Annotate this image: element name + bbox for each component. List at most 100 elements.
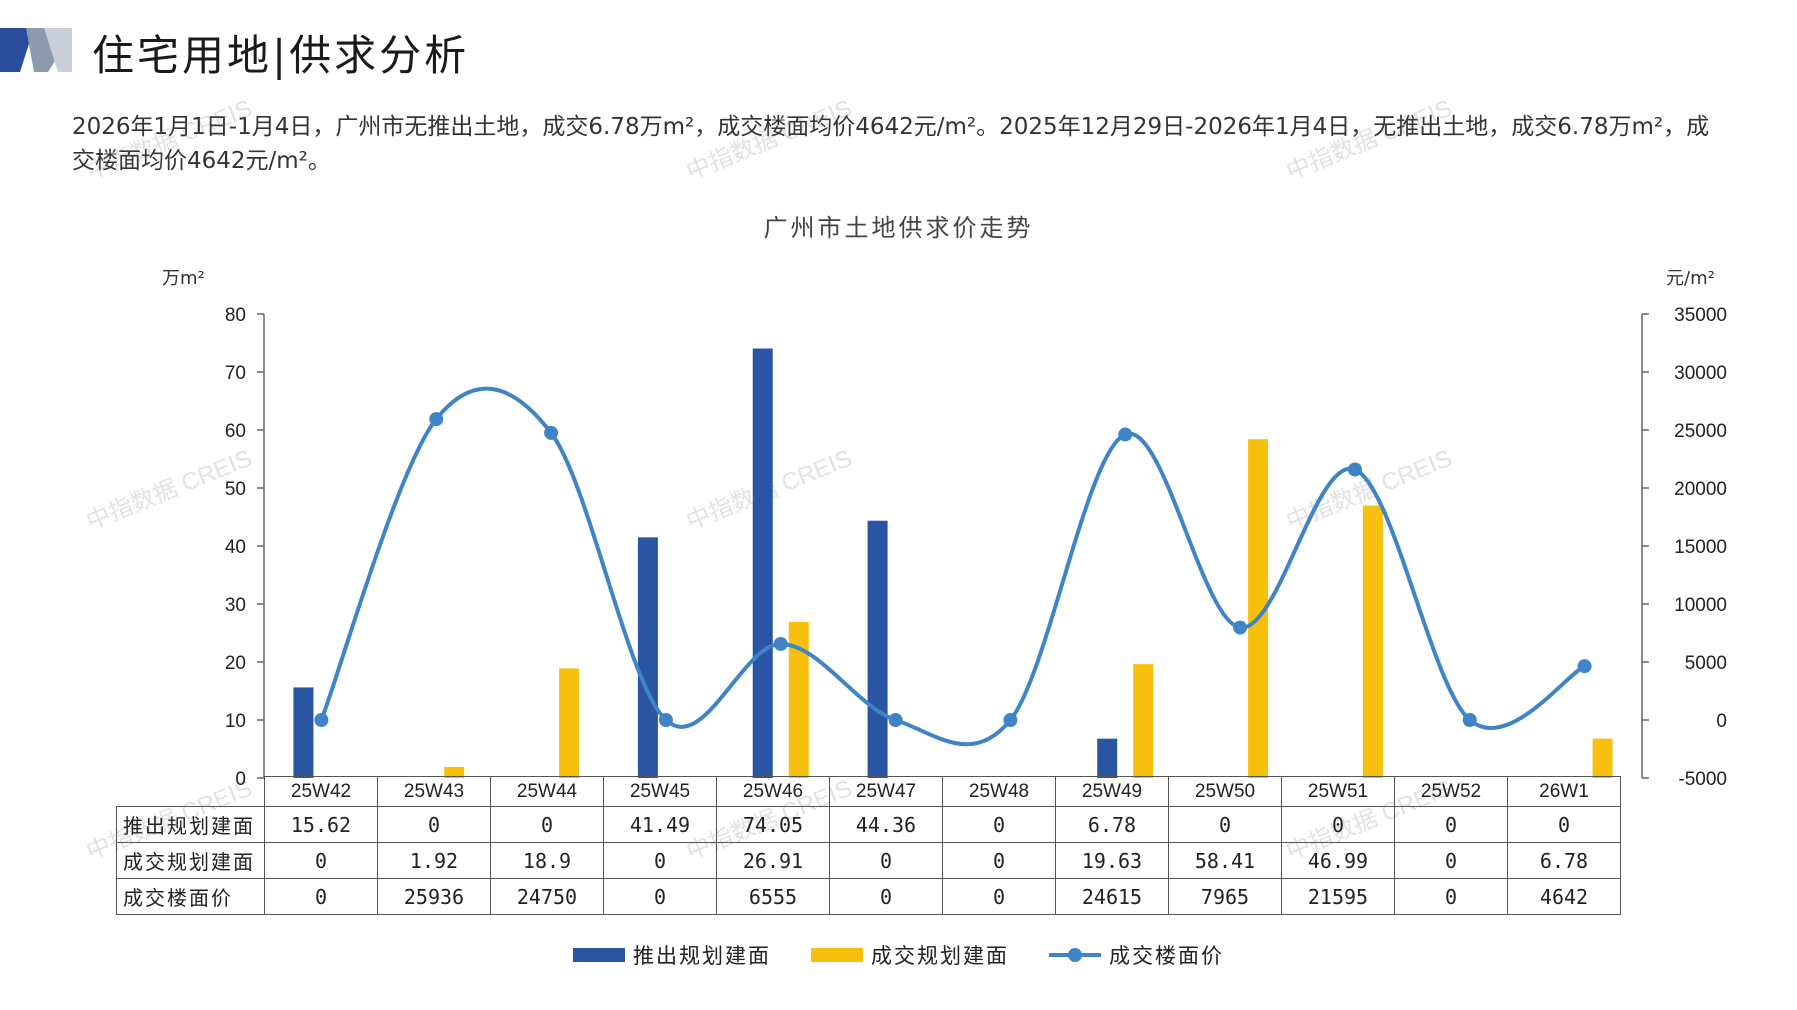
price-point (658, 713, 673, 727)
table-cell: 0 (829, 878, 943, 915)
chart-title: 广州市土地供求价走势 (763, 214, 1034, 242)
category-label: 26W1 (1507, 776, 1621, 807)
supply-bar (867, 520, 888, 778)
category-label: 25W42 (264, 776, 378, 807)
legend-label: 成交楼面价 (1109, 944, 1224, 968)
table-cell: 7965 (1168, 878, 1282, 915)
table-cell: 21595 (1281, 878, 1395, 915)
table-cell: 6.78 (1055, 806, 1169, 843)
data-table: 25W42 25W43 25W44 25W45 25W46 25W47 25W48 25W49… (116, 776, 1621, 915)
page-title: 住宅用地|供求分析 (92, 31, 470, 80)
category-label: 25W50 (1168, 776, 1282, 807)
supply-swatch-icon (573, 948, 625, 962)
category-label: 25W44 (490, 776, 604, 807)
table-cell: 25936 (377, 878, 491, 915)
right-tick-label: 15000 (1674, 537, 1727, 558)
left-tick-label: 40 (225, 537, 246, 558)
deal-bar (559, 668, 580, 778)
table-cell: 0 (264, 842, 378, 879)
summary-text: 2026年1月1日-1月4日，广州市无推出土地，成交6.78万m²，成交楼面均价… (72, 114, 1710, 174)
table-cell: 0 (1281, 806, 1395, 843)
table-cell: 0 (829, 842, 943, 879)
table-cell: 15.62 (264, 806, 378, 843)
table-cell: 26.91 (716, 842, 830, 879)
right-tick-label: -5000 (1678, 769, 1727, 790)
left-axis-unit: 万m² (162, 268, 205, 289)
table-cell: 4642 (1507, 878, 1621, 915)
category-label: 25W51 (1281, 776, 1395, 807)
left-tick-label: 10 (225, 711, 246, 732)
price-point (314, 713, 329, 727)
category-row: 25W42 25W43 25W44 25W45 25W46 25W47 25W48 25W49… (116, 776, 1621, 807)
row-header: 成交规划建面 (116, 842, 265, 879)
right-tick-label: 25000 (1674, 421, 1727, 442)
table-cell: 0 (942, 878, 1056, 915)
table-cell: 74.05 (716, 806, 830, 843)
deal-bar (444, 766, 465, 778)
left-tick-label: 80 (225, 305, 246, 326)
table-cell: 19.63 (1055, 842, 1169, 879)
right-tick-label: 0 (1716, 711, 1727, 732)
deal-bar (1248, 439, 1269, 778)
creis-logo-icon (0, 28, 72, 72)
deal-bar (1592, 738, 1613, 778)
supply-bar (293, 687, 314, 778)
table-cell: 6555 (716, 878, 830, 915)
table-cell: 0 (1168, 806, 1282, 843)
table-cell: 0 (603, 878, 717, 915)
price-point (773, 636, 788, 651)
supply-bar (752, 348, 773, 778)
table-row: 推出规划建面 15.62 0 0 41.49 74.05 44.36 0 6.78 0 0 0 0 (116, 806, 1621, 843)
table-cell: 58.41 (1168, 842, 1282, 879)
price-point (429, 412, 444, 427)
table-cell: 0 (264, 878, 378, 915)
table-cell: 0 (603, 842, 717, 879)
deal-swatch-icon (811, 948, 863, 962)
price-point (1118, 427, 1133, 442)
table-cell: 44.36 (829, 806, 943, 843)
table-corner (116, 776, 265, 807)
table-cell: 18.9 (490, 842, 604, 879)
table-cell: 0 (1394, 806, 1508, 843)
table-cell: 0 (1394, 842, 1508, 879)
category-label: 25W47 (829, 776, 943, 807)
category-label: 25W49 (1055, 776, 1169, 807)
category-label: 25W48 (942, 776, 1056, 807)
price-point (1577, 659, 1592, 674)
chart-legend: 推出规划建面 成交规划建面 成交楼面价 (0, 940, 1797, 970)
left-tick-label: 20 (225, 653, 246, 674)
legend-item-deal: 成交规划建面 (811, 940, 1009, 970)
price-point (544, 425, 559, 440)
table-row: 成交楼面价 0 25936 24750 0 6555 0 0 24615 7965 21595 0 4… (116, 878, 1621, 915)
table-cell: 0 (1507, 806, 1621, 843)
right-tick-label: 5000 (1685, 653, 1727, 674)
row-header: 成交楼面价 (116, 878, 265, 915)
table-cell: 0 (942, 806, 1056, 843)
table-cell: 6.78 (1507, 842, 1621, 879)
right-tick-label: 20000 (1674, 479, 1727, 500)
price-line (319, 386, 1586, 747)
left-tick-label: 60 (225, 421, 246, 442)
table-cell: 0 (490, 806, 604, 843)
table-cell: 0 (1394, 878, 1508, 915)
category-label: 25W43 (377, 776, 491, 807)
table-row: 成交规划建面 0 1.92 18.9 0 26.91 0 0 19.63 58.41 46.99 0… (116, 842, 1621, 879)
right-tick-label: 10000 (1674, 595, 1727, 616)
left-tick-label: 70 (225, 363, 246, 384)
table-cell: 41.49 (603, 806, 717, 843)
table-cell: 0 (377, 806, 491, 843)
price-line-icon (1049, 948, 1101, 962)
table-cell: 46.99 (1281, 842, 1395, 879)
legend-item-price: 成交楼面价 (1049, 940, 1224, 970)
table-cell: 24615 (1055, 878, 1169, 915)
left-tick-label: 50 (225, 479, 246, 500)
deal-bar (788, 621, 809, 778)
table-cell: 1.92 (377, 842, 491, 879)
price-point (1233, 620, 1248, 635)
category-label: 25W52 (1394, 776, 1508, 807)
left-tick-label: 30 (225, 595, 246, 616)
price-point (1462, 713, 1477, 727)
table-cell: 0 (942, 842, 1056, 879)
right-axis-unit: 元/m² (1666, 268, 1715, 289)
deal-bar (1133, 664, 1154, 778)
